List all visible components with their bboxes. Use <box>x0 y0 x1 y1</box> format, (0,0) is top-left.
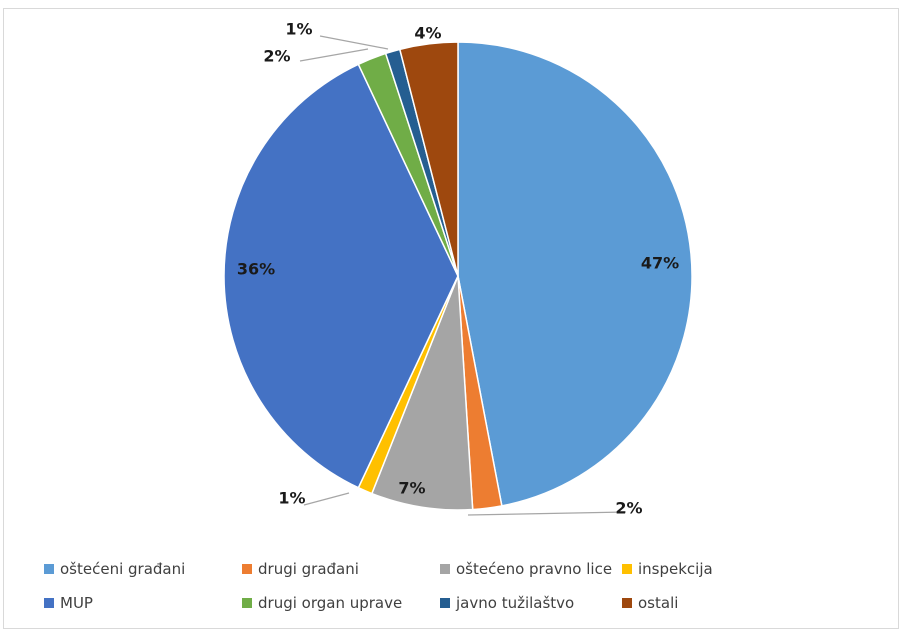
data-label-2: 2% <box>615 499 642 518</box>
data-label-4: 1% <box>278 489 305 508</box>
leader-line-2 <box>467 511 627 516</box>
legend-swatch <box>622 598 632 608</box>
legend-swatch <box>622 564 632 574</box>
legend-item: oštećeni građani <box>44 557 242 581</box>
leader-lines <box>299 35 627 516</box>
pie-slice-3 <box>370 275 474 511</box>
data-label-6: 2% <box>263 47 290 66</box>
legend-label: drugi organ uprave <box>258 594 403 612</box>
pie-slice-5 <box>223 63 459 489</box>
legend-item: oštećeno pravno lice <box>440 557 622 581</box>
legend-item: drugi organ uprave <box>242 591 440 615</box>
legend-item: javno tužilaštvo <box>440 591 622 615</box>
legend-label: oštećeno pravno lice <box>456 560 613 578</box>
legend-swatch <box>44 598 54 608</box>
legend-swatch <box>242 598 252 608</box>
legend-item: inspekcija <box>622 557 804 581</box>
legend-label: MUP <box>60 594 93 612</box>
data-label-1: 47% <box>641 254 679 273</box>
data-label-8: 4% <box>414 24 441 43</box>
leader-line-4 <box>303 492 350 506</box>
pie-slices <box>223 41 693 511</box>
legend: oštećeni građani drugi građani oštećeno pr… <box>44 557 804 615</box>
legend-item: drugi građani <box>242 557 440 581</box>
legend-swatch <box>440 598 450 608</box>
data-label-3: 7% <box>398 479 425 498</box>
legend-swatch <box>440 564 450 574</box>
legend-label: drugi građani <box>258 560 359 578</box>
leader-line-7 <box>319 35 389 50</box>
data-label-5: 36% <box>237 260 275 279</box>
legend-item: ostali <box>622 591 804 615</box>
leader-line-6 <box>299 48 369 62</box>
pie-slice-1 <box>457 41 693 507</box>
legend-swatch <box>242 564 252 574</box>
legend-swatch <box>44 564 54 574</box>
data-label-7: 1% <box>285 20 312 39</box>
legend-label: inspekcija <box>638 560 713 578</box>
pie-chart: 47% 2% 7% 1% 36% 2% 1% 4% <box>223 20 693 518</box>
legend-item: MUP <box>44 591 242 615</box>
legend-label: ostali <box>638 594 679 612</box>
legend-label: javno tužilaštvo <box>456 594 575 612</box>
data-labels: 47% 2% 7% 1% 36% 2% 1% 4% <box>237 20 679 518</box>
chart-area: 47% 2% 7% 1% 36% 2% 1% 4% oštećeni građani drugi… <box>3 8 899 629</box>
legend-label: oštećeni građani <box>60 560 186 578</box>
pie-slice-8 <box>398 41 459 277</box>
